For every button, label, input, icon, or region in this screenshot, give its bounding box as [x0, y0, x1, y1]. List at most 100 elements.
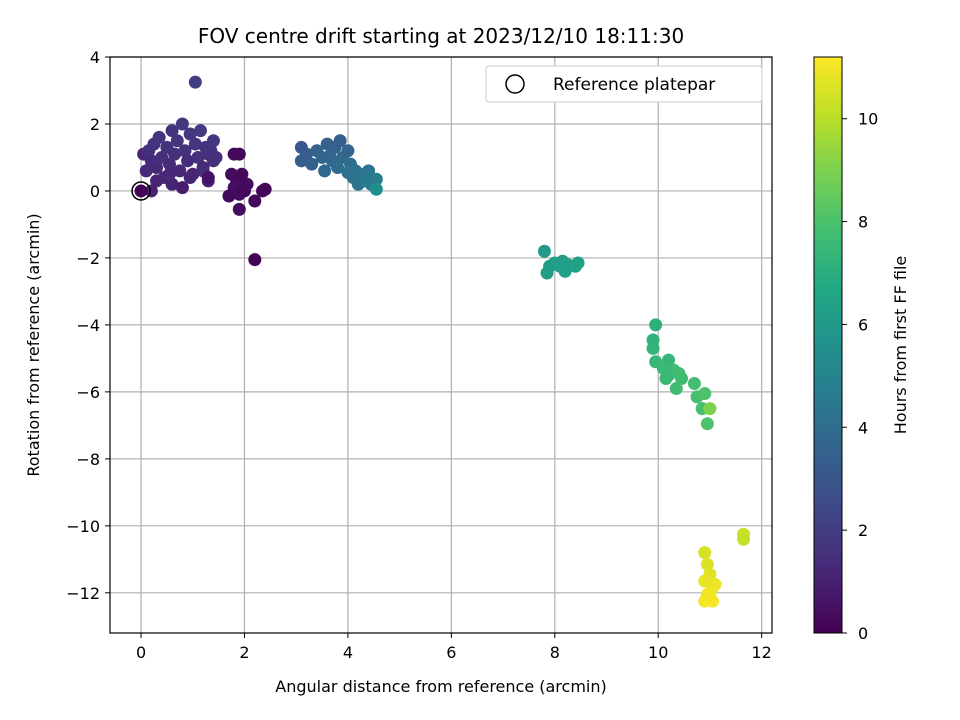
- data-point: [708, 577, 722, 591]
- data-point: [659, 371, 673, 385]
- legend-box: [485, 65, 763, 103]
- legend-label-reference: Reference platepar: [553, 75, 715, 95]
- data-point: [178, 144, 192, 158]
- x-axis-ticks: 0 2 4 6 8 10 12: [136, 633, 772, 662]
- data-point: [206, 154, 220, 168]
- colorbar-tick-label: 10: [858, 110, 878, 129]
- legend-marker-reference: [505, 74, 525, 94]
- reference-marker: [131, 181, 151, 201]
- data-point: [698, 387, 712, 401]
- data-point: [144, 184, 158, 198]
- data-point: [362, 164, 376, 178]
- data-point: [248, 253, 262, 267]
- data-point: [152, 130, 166, 144]
- y-tick-label: −8: [76, 450, 100, 469]
- data-point: [206, 134, 220, 148]
- data-point: [162, 157, 176, 171]
- y-tick-label: 4: [90, 48, 100, 67]
- data-point: [170, 134, 184, 148]
- y-tick-label: 0: [90, 182, 100, 201]
- data-point: [188, 75, 202, 89]
- data-point: [341, 166, 355, 180]
- data-point: [232, 202, 246, 216]
- colorbar-tick-label: 6: [858, 315, 868, 334]
- data-point: [191, 150, 205, 164]
- data-point: [162, 167, 176, 181]
- data-point: [240, 177, 254, 191]
- colorbar-tick-label: 8: [858, 213, 868, 232]
- data-point: [333, 134, 347, 148]
- colorbar-gradient: [813, 56, 843, 634]
- data-point: [183, 171, 197, 185]
- data-point: [305, 157, 319, 171]
- x-tick-label: 4: [343, 643, 353, 662]
- data-point: [183, 127, 197, 141]
- data-point: [703, 402, 717, 416]
- data-point: [700, 417, 714, 431]
- data-point: [294, 154, 308, 168]
- x-tick-label: 6: [446, 643, 456, 662]
- scatter-points: [134, 75, 751, 608]
- data-point: [165, 177, 179, 191]
- colorbar-label: Hours from first FF file: [891, 256, 910, 435]
- colorbar-tick-label: 0: [858, 624, 868, 643]
- data-point: [201, 171, 215, 185]
- legend: Reference platepar: [485, 65, 763, 103]
- data-point: [646, 341, 660, 355]
- y-axis-ticks: 4 2 0 −2 −4 −6 −8 −10 −12: [66, 48, 110, 603]
- y-tick-label: −2: [76, 249, 100, 268]
- data-point: [669, 382, 683, 396]
- data-point: [235, 167, 249, 181]
- data-point: [674, 371, 688, 385]
- data-point: [323, 149, 337, 163]
- reference-platepar-marker: [131, 181, 151, 201]
- y-axis-label: Rotation from reference (arcmin): [24, 213, 43, 476]
- data-point: [698, 546, 712, 560]
- x-tick-label: 0: [136, 643, 146, 662]
- y-tick-label: 2: [90, 115, 100, 134]
- colorbar-tick-label: 2: [858, 521, 868, 540]
- colorbar-tick-label: 4: [858, 418, 868, 437]
- data-point: [369, 182, 383, 196]
- data-point: [369, 172, 383, 186]
- data-point: [571, 256, 585, 270]
- data-point: [700, 557, 714, 571]
- data-point: [649, 318, 663, 332]
- data-point: [258, 182, 272, 196]
- data-point: [181, 154, 195, 168]
- x-tick-label: 12: [751, 643, 771, 662]
- data-point: [165, 124, 179, 138]
- data-point: [662, 353, 676, 367]
- x-tick-label: 2: [239, 643, 249, 662]
- data-point: [331, 161, 345, 175]
- y-tick-label: −12: [66, 584, 100, 603]
- data-point: [150, 161, 164, 175]
- data-point: [150, 174, 164, 188]
- data-point: [737, 532, 751, 546]
- x-axis-label: Angular distance from reference (arcmin): [275, 677, 606, 696]
- data-point: [537, 244, 551, 258]
- data-point: [341, 144, 355, 158]
- y-tick-label: −6: [76, 383, 100, 402]
- data-point: [134, 184, 148, 198]
- data-point: [188, 137, 202, 151]
- data-point: [222, 189, 236, 203]
- data-point: [248, 194, 262, 208]
- data-point: [168, 147, 182, 161]
- data-point: [175, 181, 189, 195]
- data-point: [173, 164, 187, 178]
- y-tick-label: −10: [66, 517, 100, 536]
- colorbar-ticks: 0 2 4 6 8 10: [842, 110, 878, 643]
- data-point: [687, 377, 701, 391]
- data-point: [318, 164, 332, 178]
- x-tick-label: 10: [648, 643, 668, 662]
- data-point: [139, 164, 153, 178]
- data-point: [703, 589, 717, 603]
- data-point: [194, 124, 208, 138]
- data-point: [232, 147, 246, 161]
- chart-title: FOV centre drift starting at 2023/12/10 …: [198, 24, 684, 48]
- data-point: [175, 117, 189, 131]
- plot-frame: [109, 56, 773, 634]
- x-tick-label: 8: [550, 643, 560, 662]
